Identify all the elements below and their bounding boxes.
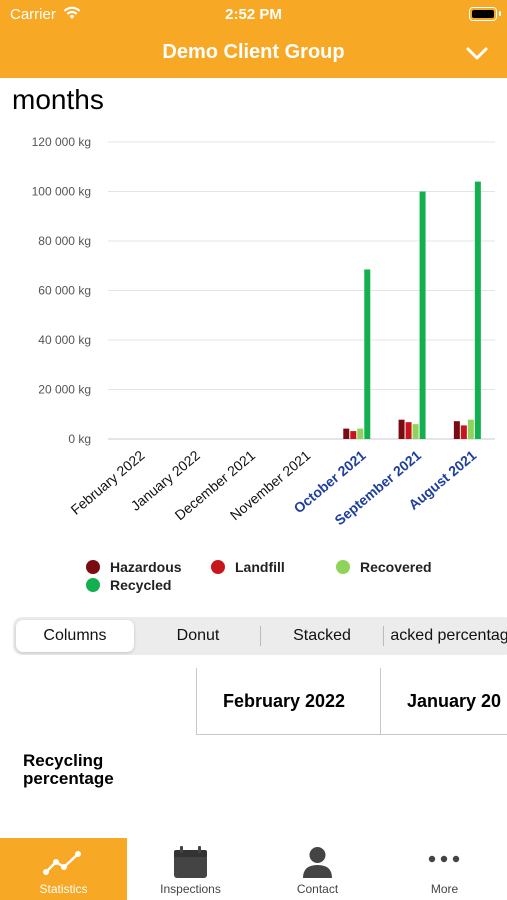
y-tick-label: 80 000 kg [38,234,91,248]
carrier-label: Carrier [10,6,56,23]
battery-icon [469,7,501,21]
legend-dot-landfill [211,560,225,574]
chart-type-segmented-control: Columns Donut Stacked acked percentage [13,617,507,655]
wifi-icon [63,6,81,19]
tab-label-inspections: Inspections [160,882,221,896]
tab-more[interactable]: More [381,838,507,900]
bar-recycled-6[interactable] [474,181,481,439]
bar-recovered-4[interactable] [357,428,364,439]
segment-stacked[interactable]: Stacked [293,627,351,644]
bar-landfill-6[interactable] [460,425,467,439]
table-column-header: February 2022 [196,668,380,735]
tab-contact[interactable]: Contact [254,838,381,900]
table-row-label: Recycling percentage [23,751,114,788]
legend-label-landfill: Landfill [235,559,285,575]
tab-label-statistics: Statistics [39,882,88,896]
segment-stacked-percentage[interactable]: acked percentage [390,627,507,644]
table-column-header: January 20 [380,668,507,735]
y-tick-label: 0 kg [68,432,91,446]
bar-recycled-4[interactable] [364,269,371,439]
bar-recycled-5[interactable] [419,191,426,440]
legend-label-recycled: Recycled [110,577,172,593]
bar-hazardous-5[interactable] [398,419,405,439]
segment-divider [260,626,261,646]
tab-statistics[interactable]: Statistics [0,838,127,900]
legend-dot-hazardous [86,560,100,574]
y-tick-label: 60 000 kg [38,284,91,298]
legend-dot-recovered [336,560,350,574]
tab-label-more: More [430,882,459,896]
chevron-down-icon[interactable] [465,42,489,64]
nav-bar: Demo Client Group [0,30,507,78]
bar-landfill-5[interactable] [405,422,412,439]
y-tick-label: 20 000 kg [38,383,91,397]
bar-hazardous-6[interactable] [453,421,460,439]
tab-inspections[interactable]: Inspections [127,838,254,900]
status-time: 2:52 PM [225,6,282,23]
y-tick-label: 100 000 kg [32,185,91,199]
bar-chart: 120 000 kg 100 000 kg 80 000 kg 60 000 kg 40… [32,135,495,528]
legend-dot-recycled [86,578,100,592]
y-tick-label: 120 000 kg [32,135,91,149]
y-tick-label: 40 000 kg [38,333,91,347]
more-icon [428,855,460,863]
statistics-icon [43,851,81,875]
client-group-title[interactable]: Demo Client Group [162,41,345,63]
segment-columns[interactable]: Columns [16,620,134,652]
bar-hazardous-4[interactable] [343,428,350,439]
tab-bar: Statistics Inspections Contact More [0,838,507,900]
chart-heading: months [12,84,104,115]
bar-recovered-6[interactable] [467,419,474,439]
legend-label-hazardous: Hazardous [110,559,182,575]
segment-donut[interactable]: Donut [176,627,220,644]
calendar-icon [174,846,207,878]
bar-landfill-4[interactable] [350,431,357,439]
legend-label-recovered: Recovered [360,559,432,575]
chart-legend: Hazardous Landfill Recovered Recycled [86,558,486,598]
segment-divider [383,626,384,646]
person-icon [303,847,332,878]
tab-label-contact: Contact [296,882,339,896]
status-bar: Carrier 2:52 PM [0,0,507,30]
bar-recovered-5[interactable] [412,424,419,439]
